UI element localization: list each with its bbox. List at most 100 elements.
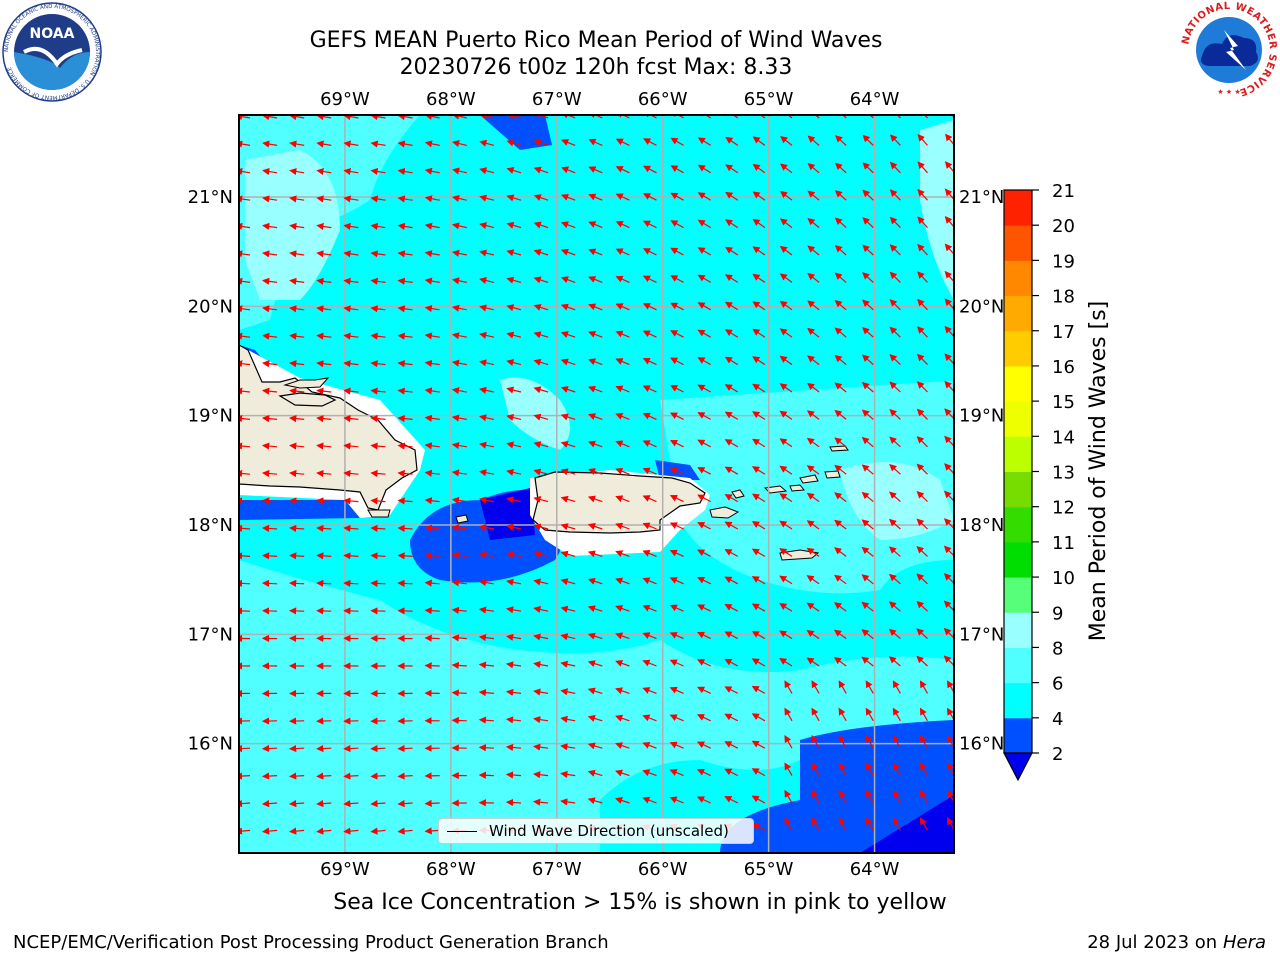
lat-label-right: 17°N — [959, 624, 1004, 645]
wave-direction-arrow — [451, 277, 467, 285]
wave-direction-arrow — [397, 772, 413, 780]
wave-direction-arrow — [239, 414, 251, 423]
wave-direction-arrow — [779, 630, 793, 640]
wave-direction-arrow — [779, 548, 793, 557]
wave-direction-arrow — [587, 440, 603, 448]
wave-direction-arrow — [919, 707, 929, 722]
wave-direction-arrow — [343, 140, 359, 148]
wave-direction-arrow — [834, 547, 847, 557]
wave-direction-arrow — [780, 135, 793, 146]
lon-label-bottom: 69°W — [320, 859, 370, 880]
wave-direction-arrow — [560, 715, 576, 723]
wave-direction-arrow — [343, 305, 359, 313]
wave-direction-arrow — [343, 277, 359, 285]
nws-logo: NATIONAL WEATHER SERVICE ★ ★ ★ — [1180, 1, 1278, 98]
wave-direction-arrow — [261, 607, 278, 615]
wave-direction-arrow — [779, 190, 793, 201]
colorbar-segment — [1004, 260, 1032, 297]
wave-direction-arrow — [724, 301, 739, 311]
wave-direction-arrow — [752, 163, 766, 174]
wave-direction-arrow — [806, 602, 820, 612]
wave-direction-arrow — [397, 469, 413, 478]
colorbar-segment — [1004, 541, 1032, 578]
wave-direction-arrow — [752, 246, 766, 256]
wave-direction-arrow — [889, 271, 901, 283]
wave-direction-arrow — [239, 115, 251, 121]
wave-direction-arrow — [506, 194, 522, 202]
wave-direction-arrow — [506, 523, 522, 531]
wave-direction-arrow — [506, 551, 522, 559]
wave-direction-arrow — [838, 817, 847, 831]
wave-direction-arrow — [779, 328, 793, 338]
wave-direction-arrow — [370, 607, 386, 615]
wave-direction-arrow — [779, 410, 793, 420]
wave-direction-arrow — [424, 359, 440, 368]
wave-direction-arrow — [862, 244, 874, 256]
wave-direction-arrow — [752, 191, 766, 201]
wave-direction-arrow — [724, 521, 739, 530]
wave-direction-arrow — [806, 465, 820, 475]
wave-direction-arrow — [560, 276, 576, 284]
wave-direction-arrow — [239, 524, 251, 532]
wave-direction-arrow — [424, 579, 440, 587]
wave-direction-arrow — [751, 658, 766, 667]
wave-direction-arrow — [697, 115, 712, 119]
colorbar-segment — [1004, 577, 1032, 613]
wave-direction-arrow — [587, 495, 603, 503]
wave-direction-arrow — [289, 332, 305, 340]
wave-direction-arrow — [615, 632, 630, 640]
map-legend: Wind Wave Direction (unscaled) — [438, 818, 754, 844]
wave-direction-arrow — [862, 217, 874, 229]
wave-direction-arrow — [451, 167, 467, 175]
footer-machine: Hera — [1222, 932, 1266, 953]
wave-direction-arrow — [670, 165, 684, 174]
wave-direction-arrow — [239, 800, 251, 808]
wave-direction-arrow — [642, 604, 657, 612]
wave-direction-arrow — [724, 741, 739, 749]
wave-direction-arrow — [670, 137, 684, 146]
wave-direction-arrow — [478, 634, 494, 642]
wave-direction-arrow — [397, 497, 413, 505]
wave-direction-arrow — [239, 552, 251, 560]
wave-direction-arrow — [587, 687, 603, 695]
wave-direction-arrow — [889, 161, 901, 174]
vieques-island — [709, 506, 740, 519]
wave-direction-arrow — [261, 497, 278, 505]
wave-direction-arrow — [262, 305, 278, 313]
wave-direction-arrow — [397, 195, 413, 203]
wave-direction-arrow — [725, 136, 739, 146]
wave-direction-arrow — [811, 762, 820, 776]
wave-direction-arrow — [479, 194, 495, 202]
wave-direction-arrow — [505, 688, 522, 696]
wave-direction-arrow — [424, 552, 440, 560]
wave-direction-arrow — [615, 714, 630, 722]
wave-direction-arrow — [533, 633, 549, 641]
wave-direction-arrow — [479, 277, 495, 285]
wave-direction-arrow — [397, 167, 413, 176]
wave-direction-arrow — [289, 607, 305, 615]
wave-direction-arrow — [397, 579, 413, 587]
wave-direction-arrow — [861, 574, 874, 585]
wave-direction-arrow — [343, 332, 359, 340]
wave-direction-arrow — [642, 357, 657, 366]
wave-direction-arrow — [289, 497, 305, 505]
wave-direction-arrow — [916, 655, 928, 667]
wave-direction-arrow — [751, 685, 766, 694]
wave-direction-arrow — [888, 601, 901, 612]
wave-direction-arrow — [696, 686, 711, 694]
wave-direction-arrow — [835, 135, 847, 146]
wave-direction-arrow — [697, 357, 711, 366]
wave-direction-arrow — [451, 222, 467, 230]
wave-direction-arrow — [751, 795, 766, 804]
wave-direction-arrow — [807, 135, 820, 146]
wave-direction-arrow — [261, 469, 278, 478]
wave-direction-arrow — [697, 549, 711, 557]
colorbar-tick-label: 14 — [1052, 427, 1075, 448]
wave-direction-arrow — [889, 326, 901, 338]
wave-direction-arrow — [316, 772, 332, 780]
wave-direction-arrow — [838, 680, 847, 694]
wave-direction-arrow — [670, 330, 684, 338]
wave-direction-arrow — [533, 358, 549, 366]
wave-direction-arrow — [588, 303, 603, 311]
wave-direction-arrow — [506, 606, 522, 614]
